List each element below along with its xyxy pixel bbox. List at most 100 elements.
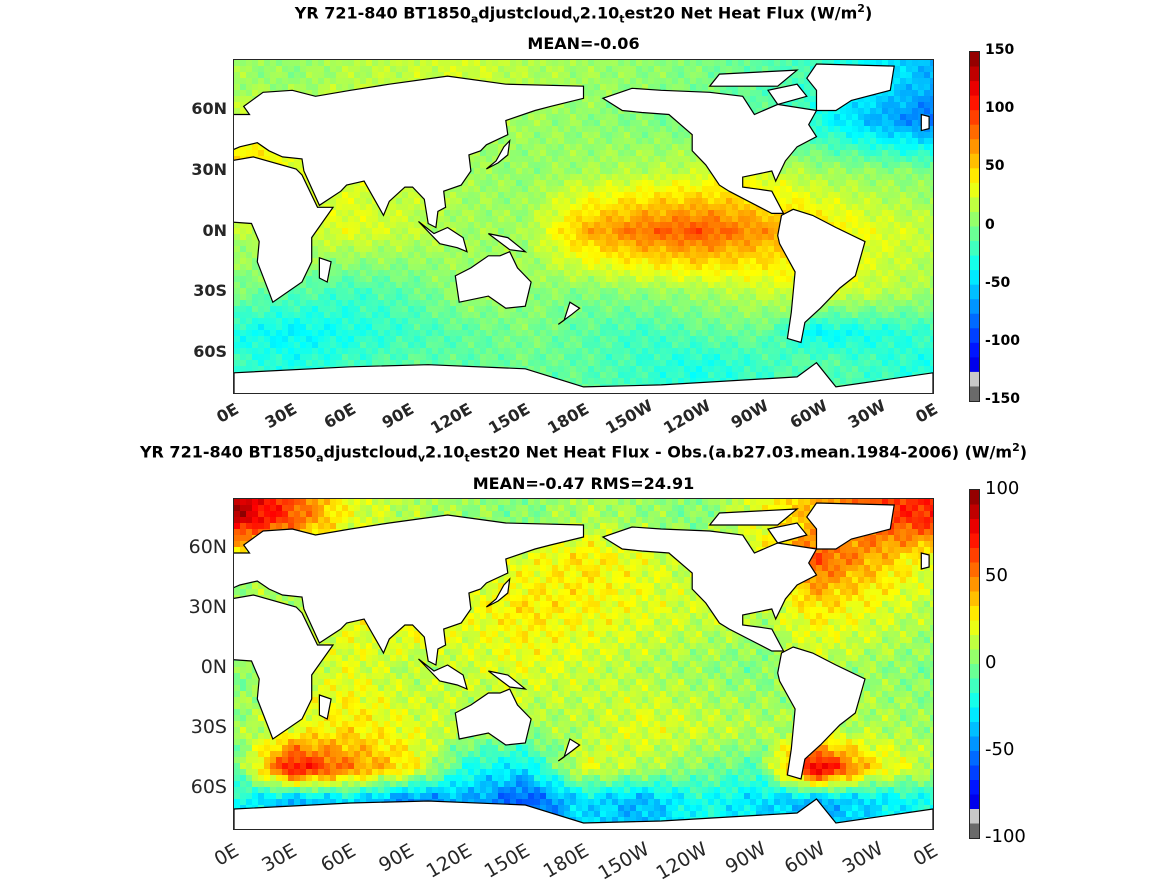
heatmap-cell <box>690 264 697 271</box>
heatmap-cell <box>462 66 469 73</box>
heatmap-cell <box>852 282 859 289</box>
heatmap-cell <box>348 60 355 67</box>
heatmap-cell <box>312 72 319 79</box>
heatmap-cell <box>552 78 559 85</box>
heatmap-cell <box>564 102 571 109</box>
heatmap-cell <box>840 180 847 187</box>
heatmap-cell <box>624 156 631 163</box>
heatmap-cell <box>600 78 607 85</box>
heatmap-cell <box>876 258 883 265</box>
heatmap-cell <box>384 282 391 289</box>
heatmap-cell <box>384 66 391 73</box>
heatmap-cell <box>654 264 661 271</box>
heatmap-cell <box>720 264 727 271</box>
heatmap-cell <box>420 300 427 307</box>
heatmap-cell <box>882 138 889 145</box>
heatmap-cell <box>846 102 853 109</box>
heatmap-cell <box>906 156 913 163</box>
heatmap-cell <box>570 288 577 295</box>
heatmap-cell <box>264 300 271 307</box>
heatmap-cell <box>660 258 667 265</box>
heatmap-cell <box>762 306 769 313</box>
heatmap-cell <box>822 120 829 127</box>
heatmap-cell <box>402 228 409 235</box>
heatmap-cell <box>600 216 607 223</box>
heatmap-cell <box>918 258 925 265</box>
heatmap-cell <box>282 66 289 73</box>
heatmap-cell <box>558 126 565 133</box>
heatmap-cell <box>858 168 865 175</box>
heatmap-cell <box>552 144 559 151</box>
heatmap-cell <box>888 246 895 253</box>
heatmap-cell <box>564 204 571 211</box>
heatmap-cell <box>420 198 427 205</box>
heatmap-cell <box>504 222 511 229</box>
heatmap-cell <box>414 60 421 67</box>
heatmap-cell <box>546 144 553 151</box>
heatmap-cell <box>264 66 271 73</box>
heatmap-cell <box>888 168 895 175</box>
heatmap-cell <box>906 264 913 271</box>
heatmap-cell <box>762 276 769 283</box>
heatmap-cell <box>810 144 817 151</box>
heatmap-cell <box>588 138 595 145</box>
heatmap-cell <box>660 144 667 151</box>
heatmap-cell <box>348 258 355 265</box>
heatmap-cell <box>462 198 469 205</box>
heatmap-cell <box>636 84 643 91</box>
heatmap-cell <box>702 294 709 301</box>
heatmap-cell <box>528 312 535 319</box>
heatmap-cell <box>492 66 499 73</box>
heatmap-cell <box>396 258 403 265</box>
heatmap-cell <box>918 216 925 223</box>
heatmap-cell <box>468 174 475 181</box>
heatmap-cell <box>498 210 505 217</box>
heatmap-cell <box>522 174 529 181</box>
heatmap-cell <box>678 150 685 157</box>
heatmap-cell <box>708 210 715 217</box>
heatmap-cell <box>768 246 775 253</box>
heatmap-cell <box>576 270 583 277</box>
heatmap-cell <box>900 282 907 289</box>
heatmap-cell <box>780 192 787 199</box>
heatmap-cell <box>780 180 787 187</box>
heatmap-cell <box>354 186 361 193</box>
heatmap-cell <box>774 234 781 241</box>
heatmap-cell <box>924 222 931 229</box>
heatmap-cell <box>690 240 697 247</box>
heatmap-cell <box>348 186 355 193</box>
heatmap-cell <box>420 288 427 295</box>
heatmap-cell <box>528 132 535 139</box>
heatmap-cell <box>876 294 883 301</box>
heatmap-cell <box>414 270 421 277</box>
heatmap-cell <box>468 234 475 241</box>
heatmap-cell <box>858 180 865 187</box>
heatmap-cell <box>798 198 805 205</box>
heatmap-cell <box>702 300 709 307</box>
heatmap-cell <box>492 216 499 223</box>
heatmap-cell <box>432 60 439 67</box>
heatmap-cell <box>240 60 247 67</box>
heatmap-cell <box>468 72 475 79</box>
heatmap-cell <box>450 252 457 259</box>
heatmap-cell <box>678 240 685 247</box>
heatmap-cell <box>366 66 373 73</box>
heatmap-cell <box>564 234 571 241</box>
heatmap-cell <box>408 276 415 283</box>
heatmap-cell <box>684 252 691 259</box>
heatmap-cell <box>666 312 673 319</box>
heatmap-cell <box>918 222 925 229</box>
heatmap-cell <box>924 66 931 73</box>
heatmap-cell <box>768 102 775 109</box>
heatmap-cell <box>708 222 715 229</box>
heatmap-cell <box>846 216 853 223</box>
heatmap-cell <box>696 192 703 199</box>
heatmap-cell <box>330 234 337 241</box>
heatmap-cell <box>606 192 613 199</box>
heatmap-cell <box>708 252 715 259</box>
heatmap-cell <box>426 60 433 67</box>
heatmap-cell <box>546 258 553 265</box>
heatmap-cell <box>288 78 295 85</box>
heatmap-cell <box>576 216 583 223</box>
heatmap-cell <box>900 276 907 283</box>
